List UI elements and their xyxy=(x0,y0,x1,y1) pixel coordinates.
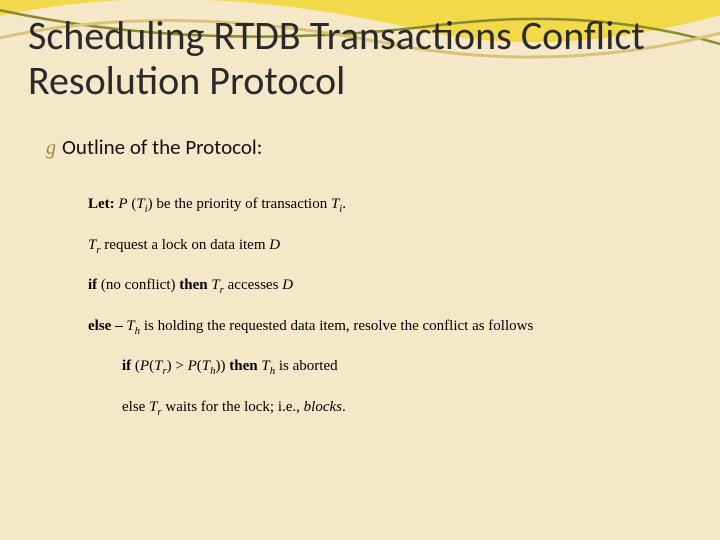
bullet-icon: g xyxy=(46,137,56,160)
protocol-line: Let: P (Ti) be the priority of transacti… xyxy=(88,194,660,217)
protocol-line: if (no conflict) then Tr accesses D xyxy=(88,275,660,298)
slide-title: Scheduling RTDB Transactions Conflict Re… xyxy=(28,14,700,104)
protocol-line: else Tr waits for the lock; i.e., blocks… xyxy=(122,397,660,420)
subtitle-text: Outline of the Protocol: xyxy=(62,134,262,160)
protocol-line: if (P(Tr) > P(Th)) then Th is aborted xyxy=(122,356,660,379)
protocol-content: Let: P (Ti) be the priority of transacti… xyxy=(88,194,660,437)
protocol-line: else – Th is holding the requested data … xyxy=(88,316,660,339)
protocol-line: Tr request a lock on data item D xyxy=(88,235,660,258)
subtitle-row: g Outline of the Protocol: xyxy=(46,134,262,160)
slide: Scheduling RTDB Transactions Conflict Re… xyxy=(0,0,720,540)
